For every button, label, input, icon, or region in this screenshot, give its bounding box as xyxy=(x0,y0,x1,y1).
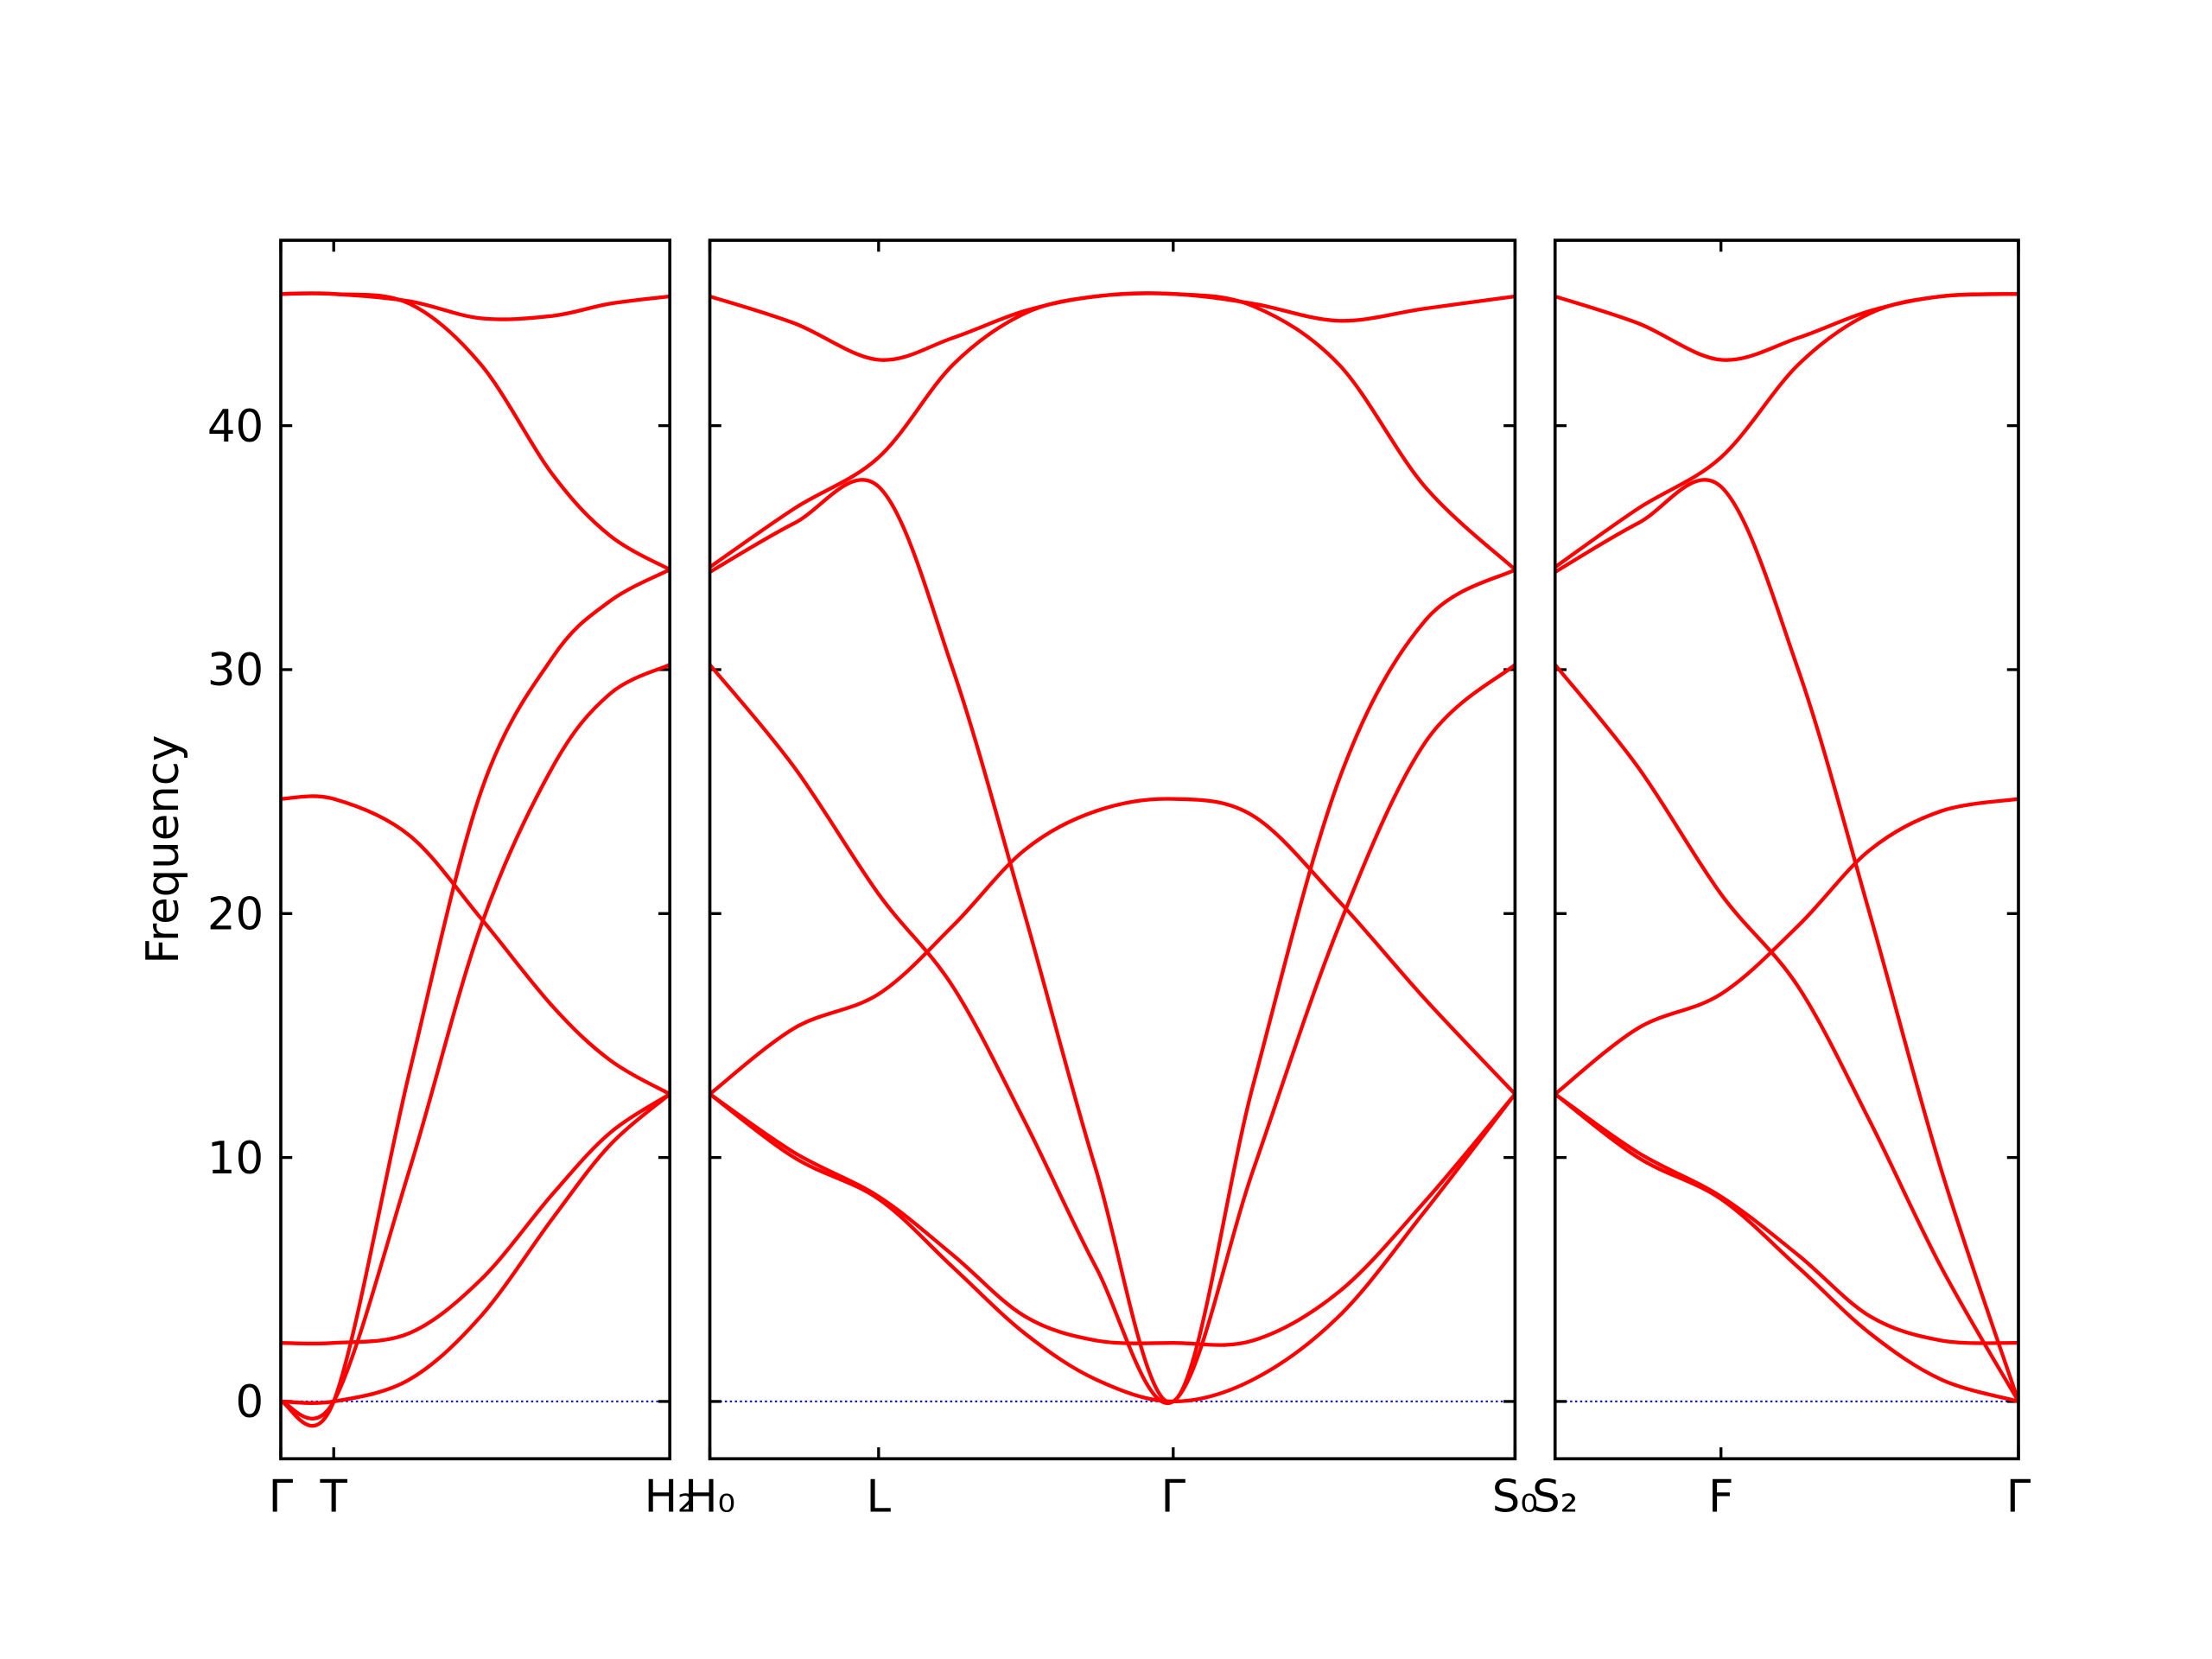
band-line xyxy=(1554,292,2019,569)
x-tick-label: S₂ xyxy=(1532,1471,1578,1523)
band-line xyxy=(280,1092,671,1405)
band-line xyxy=(280,291,671,321)
y-tick-label: 40 xyxy=(207,401,264,453)
band-line xyxy=(1554,797,2019,1096)
band-line xyxy=(280,291,671,572)
band-line xyxy=(1554,663,2020,1403)
band-line xyxy=(709,797,1516,1096)
x-tick-label: Γ xyxy=(269,1471,294,1523)
y-axis-label: Frequency xyxy=(137,735,189,964)
x-tick-label: H₂ xyxy=(645,1471,696,1523)
band-line xyxy=(280,568,671,1428)
panel-frame xyxy=(279,238,671,1461)
panel-frame xyxy=(708,238,1517,1461)
band-line xyxy=(1554,478,2021,1402)
x-tick-label: Γ xyxy=(2006,1471,2031,1523)
band-line xyxy=(1554,1092,2019,1404)
band-line xyxy=(709,478,1516,1404)
band-line xyxy=(709,1092,1517,1347)
panel-frame xyxy=(1553,238,2020,1461)
band-line xyxy=(708,663,1516,1406)
band-line xyxy=(280,794,671,1096)
band-line xyxy=(1554,1092,2019,1345)
y-tick-label: 10 xyxy=(207,1133,264,1185)
band-line xyxy=(709,291,1516,362)
x-tick-label: F xyxy=(1708,1471,1734,1523)
x-tick-label: Γ xyxy=(1160,1471,1185,1523)
y-tick-label: 20 xyxy=(207,888,264,940)
band-line xyxy=(280,1092,671,1346)
y-tick-label: 0 xyxy=(235,1376,264,1428)
y-tick-label: 30 xyxy=(207,645,264,696)
band-line xyxy=(280,663,671,1421)
x-tick-label: S₀ xyxy=(1492,1471,1538,1523)
x-tick-label: H₀ xyxy=(684,1471,735,1523)
x-tick-label: T xyxy=(320,1471,348,1523)
band-line xyxy=(1554,292,2019,362)
band-line xyxy=(709,291,1516,571)
x-tick-label: L xyxy=(867,1471,892,1523)
band-line xyxy=(709,1092,1517,1404)
